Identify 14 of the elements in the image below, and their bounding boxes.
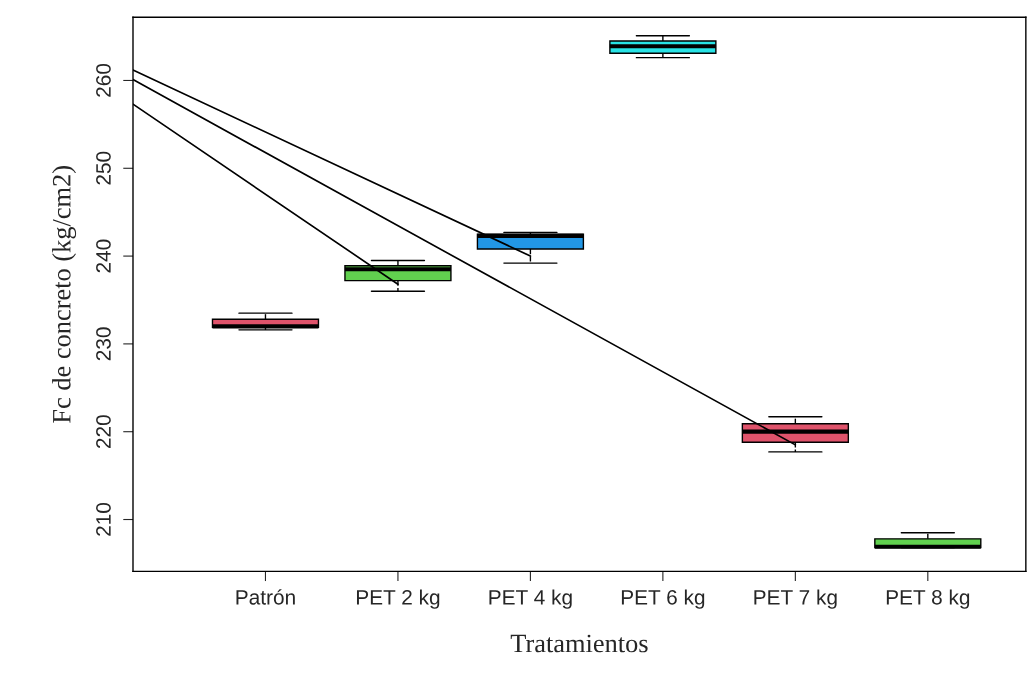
x-tick-label: PET 8 kg bbox=[886, 589, 970, 609]
y-tick-label: 210 bbox=[96, 502, 111, 536]
x-tick-label: PET 2 kg bbox=[356, 589, 440, 609]
x-tick-label: PET 6 kg bbox=[621, 589, 705, 609]
y-tick-label: 250 bbox=[96, 151, 111, 185]
y-tick-label: 240 bbox=[96, 239, 111, 273]
x-axis-title: Tratamientos bbox=[510, 634, 648, 653]
x-tick-label: Patrón bbox=[236, 589, 295, 605]
x-tick-label: PET 7 kg bbox=[754, 589, 837, 609]
y-axis-title: Fc de concreto (kg/cm2) bbox=[52, 166, 77, 423]
x-tick-label: PET 4 kg bbox=[489, 589, 572, 609]
y-tick-label: 220 bbox=[96, 415, 111, 449]
y-tick-label: 260 bbox=[96, 63, 111, 97]
y-tick-label: 230 bbox=[96, 327, 111, 361]
